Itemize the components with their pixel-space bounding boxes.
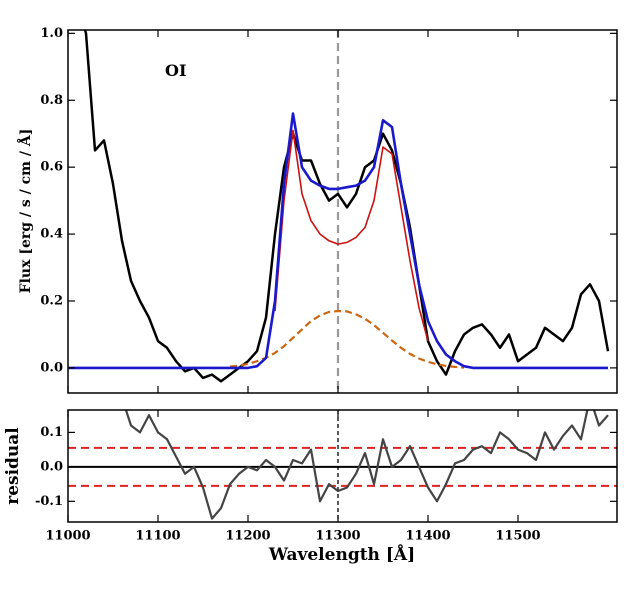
x-tick-label: 11300 — [315, 529, 360, 544]
axes-frame — [67, 29, 618, 394]
plot-area — [68, 410, 617, 522]
data-line — [229, 309, 465, 369]
x-tick-label: 11500 — [495, 529, 540, 544]
y-axis-label: Flux [erg / s / cm / Å] — [16, 129, 34, 294]
x-tick-label: 11400 — [405, 529, 450, 544]
data-line — [83, 30, 610, 383]
x-tick-label: 11200 — [225, 529, 270, 544]
y-tick-label: 1.0 — [40, 26, 63, 41]
y-tick-label: 0.0 — [40, 459, 63, 474]
plot-area — [68, 30, 610, 393]
x-axis-label: Wavelength [Å] — [268, 543, 415, 565]
y-tick-label: 0.2 — [40, 293, 63, 308]
y-tick-label: 0.6 — [40, 160, 63, 175]
y-tick-label: -0.1 — [35, 494, 63, 509]
x-tick-label: 11100 — [135, 529, 180, 544]
y-tick-label: 0.4 — [40, 227, 63, 242]
y-tick-label: 0.1 — [40, 425, 63, 440]
data-line — [124, 410, 609, 520]
y-tick-label: 0.0 — [40, 360, 63, 375]
y-axis-label: residual — [3, 427, 23, 505]
data-line — [68, 112, 608, 370]
x-tick-label: 11000 — [45, 529, 90, 544]
annotation: OI — [165, 61, 186, 80]
y-tick-label: 0.8 — [40, 93, 63, 108]
axes-frame — [67, 409, 618, 523]
data-line — [274, 129, 429, 342]
